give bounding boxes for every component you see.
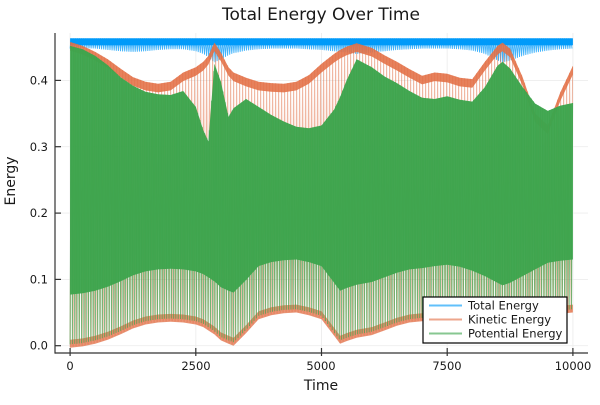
x-axis-label: Time: [303, 378, 338, 394]
y-tick-label: 0.1: [30, 273, 48, 287]
series-kinetic-energy-upper-band: [70, 42, 573, 135]
y-tick-label: 0.2: [30, 206, 48, 220]
series-total-energy-band: [70, 38, 573, 46]
axis-spines-and-ticks: [54, 33, 588, 356]
x-tick-label: 10000: [555, 359, 592, 373]
legend: Total Energy Kinetic Energy Potential En…: [422, 296, 568, 344]
x-tick-label: 0: [66, 359, 73, 373]
y-axis-label: Energy: [3, 156, 19, 205]
x-tick-label: 5000: [306, 359, 335, 373]
chart-title: Total Energy Over Time: [221, 5, 420, 25]
series-potential-energy-body: [70, 45, 573, 295]
x-tick-label: 7500: [432, 359, 461, 373]
legend-label-kinetic-energy: Kinetic Energy: [468, 313, 551, 327]
y-tick-label: 0.4: [30, 74, 48, 88]
y-tick-label: 0.3: [30, 140, 48, 154]
legend-label-total-energy: Total Energy: [467, 299, 539, 313]
legend-label-potential-energy: Potential Energy: [468, 327, 562, 341]
y-tick-label: 0.0: [30, 339, 48, 353]
x-tick-label: 2500: [181, 359, 210, 373]
